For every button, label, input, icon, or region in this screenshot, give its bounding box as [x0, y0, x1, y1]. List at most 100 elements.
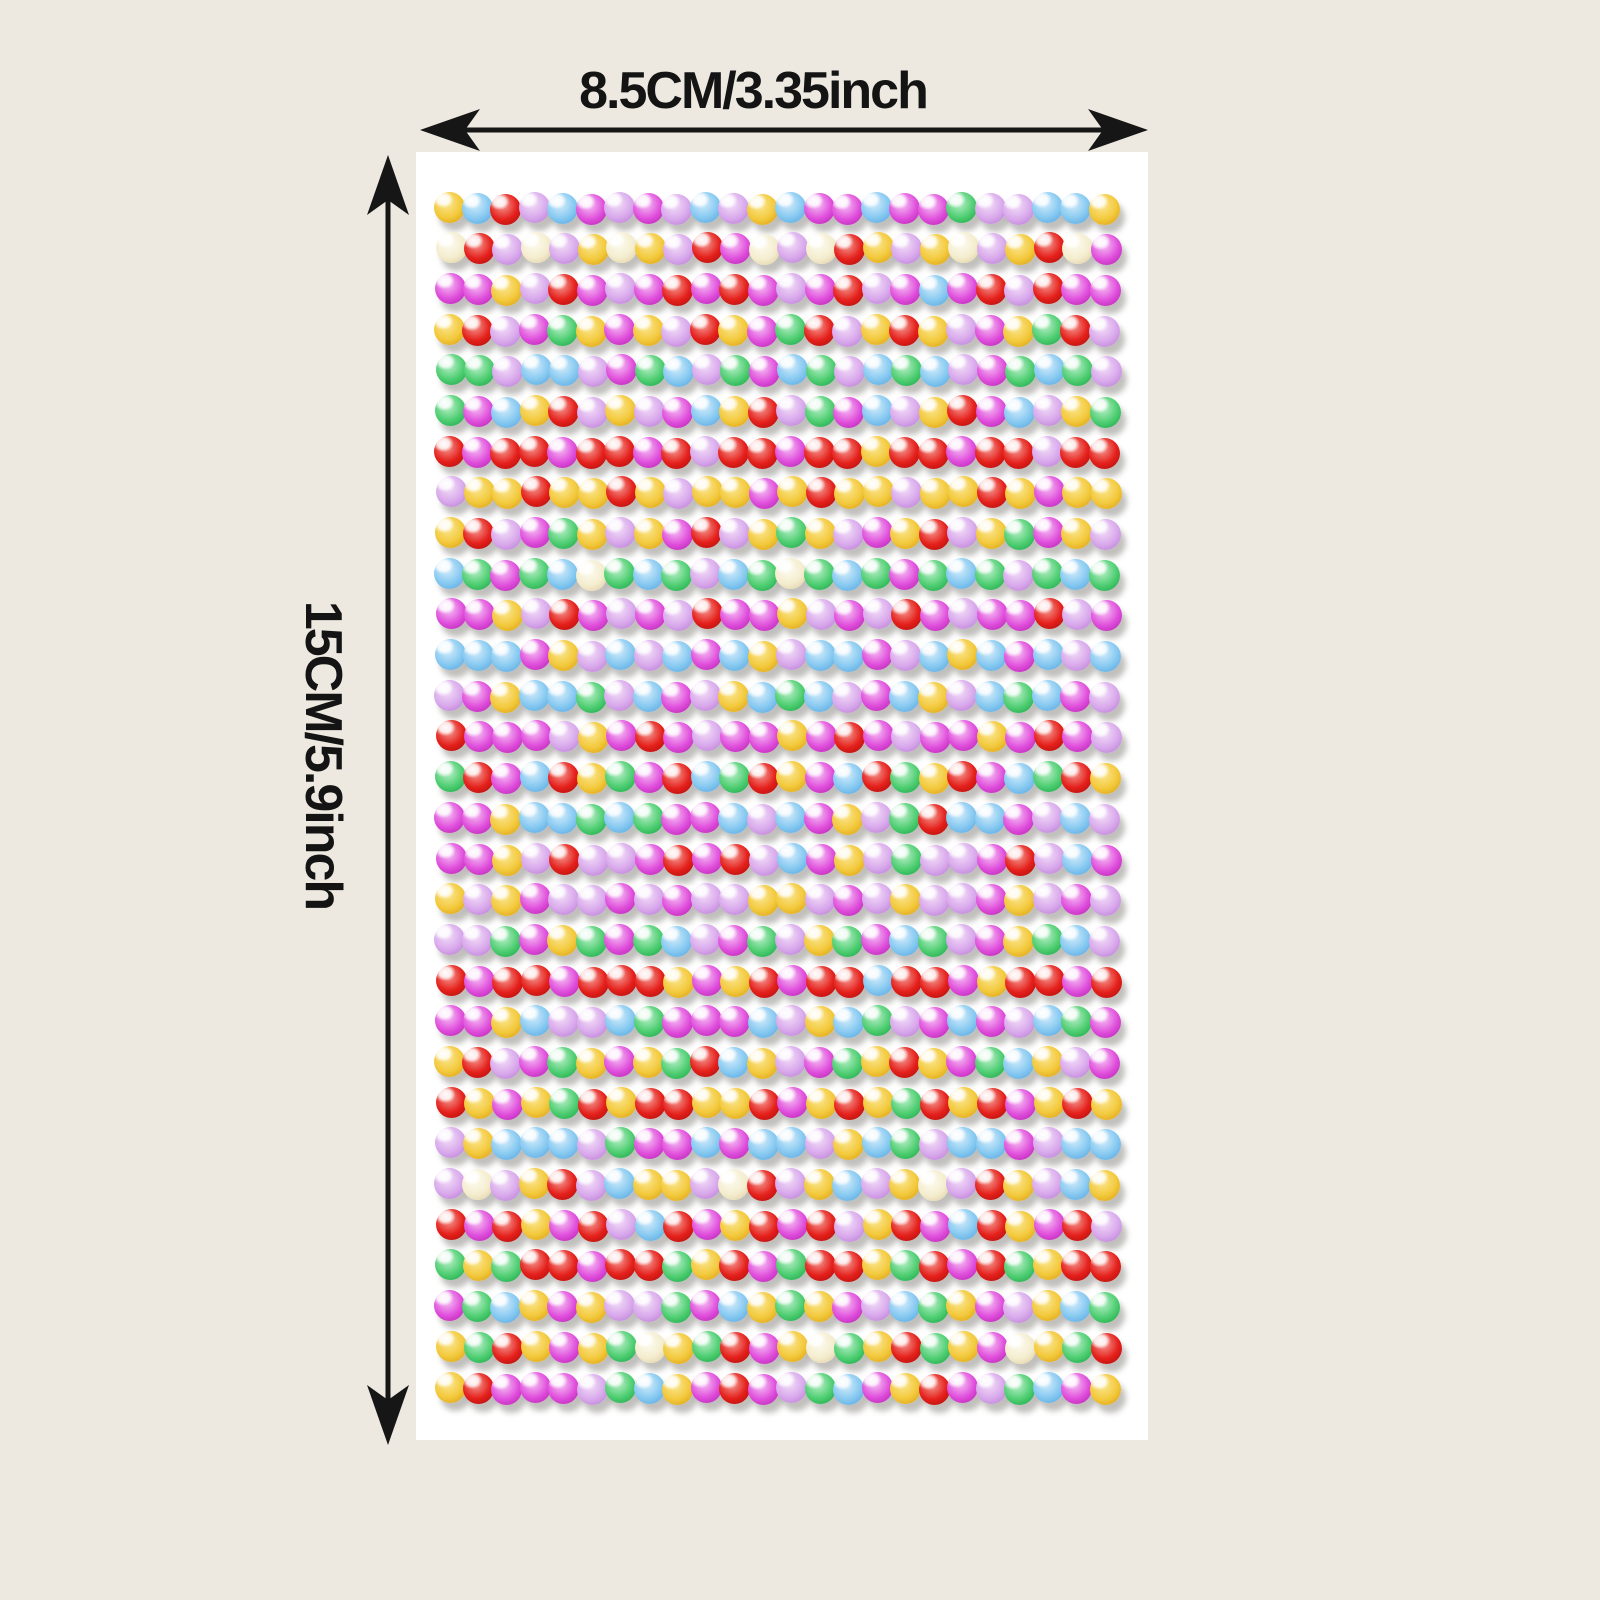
pearl-red	[435, 720, 467, 752]
pearl-magenta	[661, 681, 693, 713]
pearl-yellow	[803, 1169, 835, 1201]
pearl-yellow	[747, 519, 779, 551]
pearl-green	[746, 925, 778, 957]
pearl-magenta	[718, 924, 750, 956]
pearl-green	[604, 557, 636, 589]
pearl-lilac	[604, 191, 636, 223]
pearl-lilac	[1088, 681, 1120, 713]
pearl-green	[606, 1330, 638, 1362]
pearl-yellow	[890, 1372, 922, 1404]
pearl-red	[663, 844, 695, 876]
pearl-green	[547, 1046, 579, 1078]
pearl-green	[633, 1006, 665, 1038]
pearl-lilac	[689, 923, 721, 955]
pearl-green	[946, 191, 978, 223]
pearl-yellow	[434, 1371, 466, 1403]
pearl-blue	[833, 1373, 865, 1405]
pearl-magenta	[1090, 600, 1122, 632]
pearl-yellow	[746, 193, 778, 225]
pearl-lilac	[976, 233, 1008, 265]
pearl-lilac	[1090, 356, 1122, 388]
pearl-cream	[435, 232, 467, 264]
pearl-green	[1031, 313, 1063, 345]
pearl-red	[889, 436, 921, 468]
pearl-yellow	[634, 477, 666, 509]
pearl-magenta	[1032, 517, 1064, 549]
pearl-magenta	[690, 272, 722, 304]
pearl-red	[891, 599, 923, 631]
pearl-red	[975, 273, 1007, 305]
pearl-magenta	[803, 802, 835, 834]
pearl-magenta	[1062, 965, 1094, 997]
pearl-blue	[777, 354, 809, 386]
pearl-red	[435, 964, 467, 996]
pearl-yellow	[720, 1209, 752, 1241]
pearl-yellow	[946, 1290, 978, 1322]
pearl-green	[549, 1087, 581, 1119]
pearl-yellow	[690, 1249, 722, 1281]
pearl-lilac	[663, 478, 695, 510]
pearl-yellow	[862, 1208, 894, 1240]
pearl-yellow	[747, 641, 779, 673]
pearl-yellow	[948, 476, 980, 508]
pearl-cream	[606, 232, 638, 264]
pearl-magenta	[519, 517, 551, 549]
pearl-lilac	[492, 234, 524, 266]
pearl-lilac	[577, 844, 609, 876]
pearl-green	[1088, 559, 1120, 591]
pearl-green	[518, 557, 550, 589]
pearl-green	[575, 925, 607, 957]
pearl-yellow	[549, 477, 581, 509]
pearl-magenta	[748, 356, 780, 388]
pearl-blue	[518, 801, 550, 833]
pearl-green	[634, 355, 666, 387]
pearl-lilac	[777, 232, 809, 264]
pearl-blue	[804, 640, 836, 672]
pearl-green	[435, 354, 467, 386]
pearl-magenta	[463, 965, 495, 997]
pearl-lilac	[576, 641, 608, 673]
pearl-magenta	[720, 599, 752, 631]
pearl-blue	[1031, 191, 1063, 223]
pearl-magenta	[577, 600, 609, 632]
pearl-red	[1090, 966, 1122, 998]
pearl-yellow	[462, 1250, 494, 1282]
pearl-red	[689, 313, 721, 345]
pearl-red	[662, 274, 694, 306]
pearl-lilac	[718, 192, 750, 224]
pearl-magenta	[634, 843, 666, 875]
pearl-blue	[632, 558, 664, 590]
pearl-red	[1060, 436, 1092, 468]
pearl-cream	[805, 233, 837, 265]
pearl-magenta	[662, 396, 694, 428]
pearl-blue	[974, 680, 1006, 712]
pearl-magenta	[462, 395, 494, 427]
height-dimension-arrow	[367, 155, 409, 1445]
pearl-blue	[777, 842, 809, 874]
pearl-red	[575, 437, 607, 469]
pearl-red	[1005, 966, 1037, 998]
pearl-blue	[663, 356, 695, 388]
pearl-lilac	[775, 923, 807, 955]
pearl-lilac	[947, 517, 979, 549]
pearl-lilac	[834, 356, 866, 388]
pearl-lilac	[832, 315, 864, 347]
pearl-yellow	[862, 232, 894, 264]
pearl-green	[434, 1249, 466, 1281]
pearl-yellow	[1031, 1045, 1063, 1077]
pearl-blue	[605, 1005, 637, 1037]
pearl-green	[1004, 1251, 1036, 1283]
pearl-lilac	[919, 844, 951, 876]
pearl-yellow	[462, 1128, 494, 1160]
pearl-green	[917, 925, 949, 957]
pearl-blue	[661, 925, 693, 957]
pearl-green	[889, 802, 921, 834]
pearl-red	[891, 1331, 923, 1363]
pearl-red	[1090, 1332, 1122, 1364]
pearl-green	[1004, 1373, 1036, 1405]
pearl-magenta	[1089, 274, 1121, 306]
pearl-lilac	[748, 844, 780, 876]
pearl-lilac	[549, 233, 581, 265]
pearl-magenta	[604, 313, 636, 345]
pearl-lilac	[776, 639, 808, 671]
